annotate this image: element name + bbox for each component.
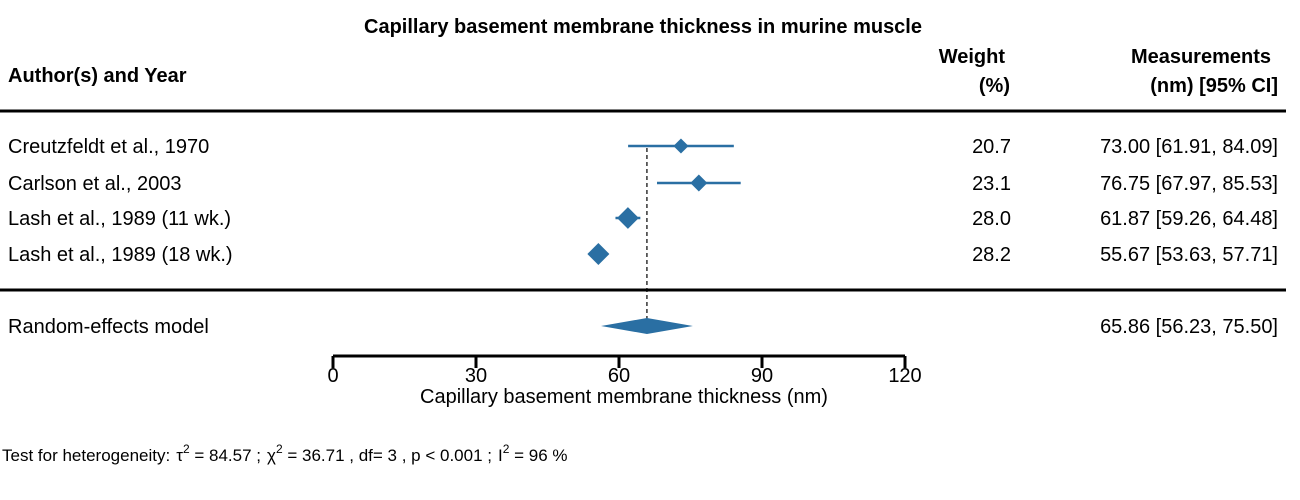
- chart-title: Capillary basement membrane thickness in…: [364, 16, 922, 38]
- study-label: Lash et al., 1989 (11 wk.): [8, 208, 231, 230]
- x-tick-label: 90: [751, 365, 773, 387]
- study-label: Lash et al., 1989 (18 wk.): [8, 244, 233, 266]
- summary-diamond: [601, 318, 693, 334]
- summary-label: Random-effects model: [8, 316, 209, 338]
- heterogeneity-prefix: Test for heterogeneity:: [2, 446, 170, 465]
- study-column-header: Author(s) and Year: [8, 65, 187, 87]
- study-weight: 20.7: [972, 136, 1011, 158]
- heterogeneity-text: Test for heterogeneity: τ2 = 84.57 ; χ2 = …: [2, 442, 568, 465]
- tau2-value: = 84.57 ;: [190, 446, 261, 465]
- weight-column-header-line2: (%): [979, 75, 1010, 97]
- x-tick-label: 60: [608, 365, 630, 387]
- study-point-marker: [617, 207, 639, 229]
- x-tick-label: 30: [465, 365, 487, 387]
- chi2-value: = 36.71 , df= 3 , p < 0.001 ;: [283, 446, 492, 465]
- study-measurement: 73.00 [61.91, 84.09]: [1100, 136, 1278, 158]
- weight-column-header-line1: Weight: [939, 46, 1006, 68]
- measure-column-header-line2: (nm) [95% CI]: [1150, 75, 1278, 97]
- study-measurement: 76.75 [67.97, 85.53]: [1100, 173, 1278, 195]
- x-axis-label: Capillary basement membrane thickness (n…: [420, 386, 828, 408]
- study-point-marker: [690, 174, 708, 192]
- study-measurement: 61.87 [59.26, 64.48]: [1100, 208, 1278, 230]
- study-label: Creutzfeldt et al., 1970: [8, 136, 209, 158]
- study-label: Carlson et al., 2003: [8, 173, 181, 195]
- study-point-marker: [673, 138, 689, 154]
- measure-column-header-line1: Measurements: [1131, 46, 1271, 68]
- summary-measurement: 65.86 [56.23, 75.50]: [1100, 316, 1278, 338]
- study-weight: 28.2: [972, 244, 1011, 266]
- study-weight: 28.0: [972, 208, 1011, 230]
- x-tick-label: 120: [888, 365, 921, 387]
- i2-value: = 96 %: [509, 446, 567, 465]
- study-measurement: 55.67 [53.63, 57.71]: [1100, 244, 1278, 266]
- x-tick-label: 0: [327, 365, 338, 387]
- study-point-marker: [587, 243, 610, 265]
- study-weight: 23.1: [972, 173, 1011, 195]
